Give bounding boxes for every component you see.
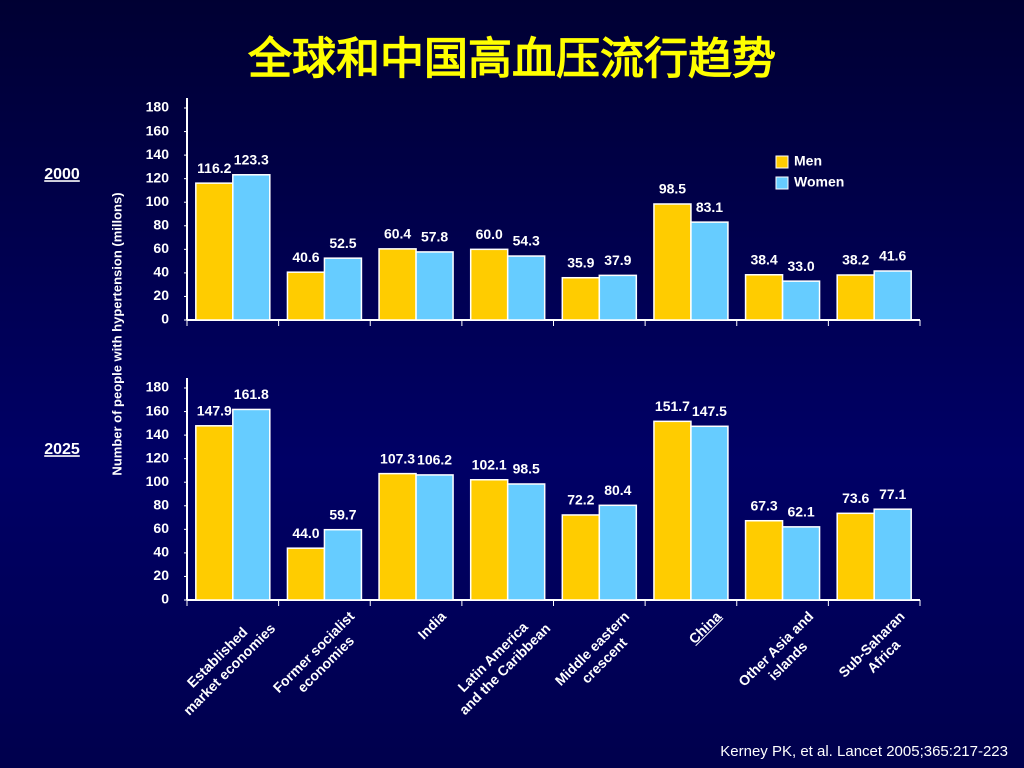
- bar: [598, 274, 638, 321]
- y-tick-label: 100: [146, 473, 170, 489]
- value-label: 59.7: [329, 506, 356, 522]
- y-tick-label: 40: [153, 544, 169, 560]
- value-label: 52.5: [329, 235, 356, 251]
- y-tick-label: 180: [146, 379, 170, 395]
- bar: [378, 248, 417, 321]
- value-label: 60.0: [476, 226, 503, 242]
- bar: [232, 174, 271, 321]
- bar: [781, 280, 821, 321]
- y-tick-label: 120: [146, 169, 170, 185]
- value-label: 151.7: [655, 398, 690, 414]
- bar: [506, 483, 546, 601]
- legend-swatch: [775, 155, 789, 169]
- value-label: 62.1: [787, 504, 814, 520]
- bar: [598, 504, 638, 601]
- value-label: 116.2: [197, 160, 231, 176]
- value-label: 107.3: [380, 450, 415, 466]
- value-label: 37.9: [604, 252, 631, 268]
- bar: [286, 547, 326, 601]
- bar: [690, 425, 729, 601]
- bar: [415, 251, 454, 321]
- bar: [378, 472, 417, 601]
- bar: [286, 271, 326, 321]
- bar: [653, 420, 692, 601]
- value-label: 35.9: [567, 254, 594, 270]
- bar: [323, 257, 363, 321]
- bar: [195, 425, 234, 601]
- value-label: 98.5: [659, 181, 686, 197]
- y-tick-label: 140: [146, 426, 170, 442]
- y-tick-label: 160: [146, 122, 170, 138]
- y-tick-label: 0: [161, 311, 169, 327]
- value-label: 54.3: [513, 233, 540, 249]
- bar: [690, 221, 729, 321]
- legend-label: Women: [794, 174, 844, 190]
- y-tick-label: 160: [146, 402, 170, 418]
- year-label: 2000: [44, 166, 80, 183]
- y-tick-label: 0: [161, 591, 169, 607]
- value-label: 147.5: [692, 403, 727, 419]
- value-label: 72.2: [567, 492, 594, 508]
- value-label: 83.1: [696, 199, 723, 215]
- y-axis-label: Number of people with hypertension (mill…: [109, 192, 124, 475]
- y-tick-label: 100: [146, 193, 170, 209]
- bar: [561, 276, 601, 321]
- value-label: 40.6: [292, 249, 319, 265]
- bar: [469, 478, 509, 601]
- value-label: 147.9: [197, 403, 232, 419]
- value-label: 123.3: [234, 151, 269, 167]
- value-label: 77.1: [879, 486, 906, 502]
- bar: [195, 182, 234, 321]
- value-label: 33.0: [787, 258, 814, 274]
- bar: [781, 526, 821, 601]
- value-label: 38.4: [750, 251, 777, 267]
- bar: [506, 255, 546, 321]
- y-tick-label: 20: [153, 287, 169, 303]
- year-label: 2025: [44, 441, 80, 458]
- value-label: 73.6: [842, 490, 869, 506]
- y-tick-label: 80: [153, 496, 169, 512]
- bar: [873, 508, 912, 601]
- y-tick-label: 60: [153, 520, 169, 536]
- bar: [836, 274, 875, 321]
- legend-label: Men: [794, 153, 822, 169]
- value-label: 41.6: [879, 248, 906, 264]
- value-label: 67.3: [750, 497, 777, 513]
- y-tick-label: 20: [153, 567, 169, 583]
- bar: [873, 270, 912, 321]
- value-label: 60.4: [384, 226, 411, 242]
- slide-title: 全球和中国高血压流行趋势: [247, 34, 776, 84]
- value-label: 102.1: [472, 456, 507, 472]
- value-label: 106.2: [417, 452, 452, 468]
- value-label: 44.0: [292, 525, 319, 541]
- bar: [744, 519, 784, 601]
- bar: [232, 408, 271, 601]
- value-label: 161.8: [234, 386, 269, 402]
- value-label: 57.8: [421, 229, 448, 245]
- bar: [836, 512, 875, 601]
- source: Kerney PK, et al. Lancet 2005;365:217-22…: [720, 743, 1008, 760]
- bar: [469, 248, 509, 321]
- bar: [415, 474, 454, 601]
- y-tick-label: 60: [153, 240, 169, 256]
- y-tick-label: 140: [146, 146, 170, 162]
- value-label: 80.4: [604, 482, 631, 498]
- y-tick-label: 80: [153, 216, 169, 232]
- value-label: 38.2: [842, 252, 869, 268]
- y-tick-label: 40: [153, 264, 169, 280]
- y-tick-label: 120: [146, 449, 170, 465]
- bar: [653, 203, 692, 321]
- y-tick-label: 180: [146, 99, 170, 115]
- value-label: 98.5: [513, 461, 540, 477]
- bar: [323, 528, 363, 601]
- legend-swatch: [775, 176, 789, 190]
- bar: [561, 514, 601, 601]
- bar: [744, 274, 784, 321]
